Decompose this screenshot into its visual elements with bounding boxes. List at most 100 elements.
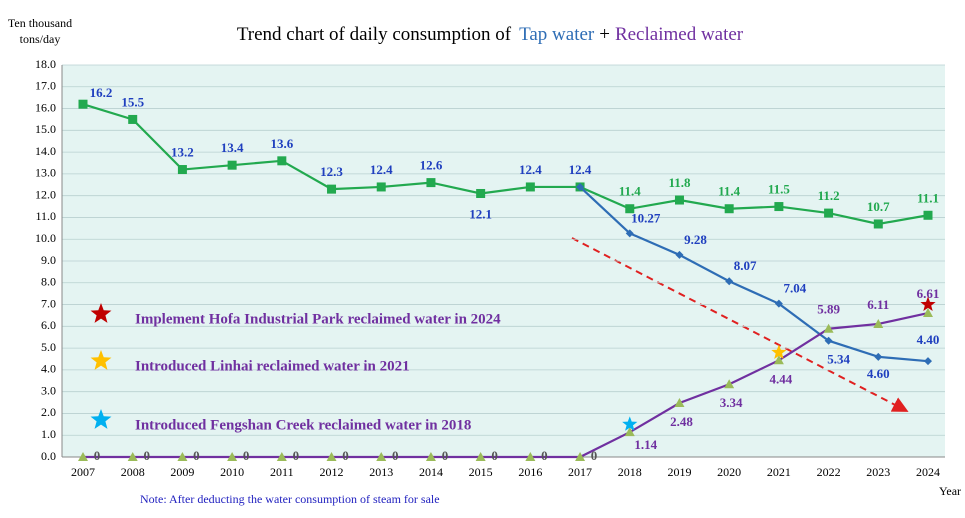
x-tick-label: 2024 xyxy=(916,465,940,479)
data-label: 12.6 xyxy=(420,158,443,173)
annotation-star xyxy=(771,344,787,359)
annotation-star xyxy=(920,296,936,312)
marker xyxy=(674,397,685,407)
data-label: 2.48 xyxy=(670,414,693,429)
y-tick-label: 15.0 xyxy=(35,122,56,136)
data-label: 0 xyxy=(293,448,300,463)
marker xyxy=(425,452,436,461)
data-label: 4.44 xyxy=(770,371,793,386)
x-tick-label: 2022 xyxy=(817,465,841,479)
data-label: 7.04 xyxy=(784,281,807,296)
marker xyxy=(327,184,337,194)
title-tap: Tap water xyxy=(519,24,595,45)
x-tick-label: 2018 xyxy=(618,465,642,479)
marker xyxy=(576,182,585,191)
marker xyxy=(824,336,833,345)
marker xyxy=(128,114,138,124)
x-tick-label: 2020 xyxy=(717,465,741,479)
marker xyxy=(476,188,486,198)
marker xyxy=(426,178,436,188)
marker xyxy=(177,165,187,175)
data-label: 12.3 xyxy=(320,164,343,179)
legend-star xyxy=(90,409,112,429)
data-label: 12.4 xyxy=(569,162,592,177)
x-tick-label: 2007 xyxy=(71,465,95,479)
y-tick-label: 6.0 xyxy=(41,318,56,332)
marker xyxy=(575,452,586,461)
data-label: 16.2 xyxy=(90,85,113,100)
data-label: 15.5 xyxy=(121,94,144,109)
y-tick-label: 5.0 xyxy=(41,340,56,354)
x-tick-label: 2017 xyxy=(568,465,592,479)
marker xyxy=(773,355,784,365)
marker xyxy=(276,452,287,461)
x-tick-label: 2008 xyxy=(121,465,145,479)
marker xyxy=(774,299,783,308)
data-label: 9.28 xyxy=(684,232,707,247)
data-label: 12.4 xyxy=(370,162,393,177)
marker xyxy=(227,452,238,461)
marker xyxy=(277,156,287,166)
marker xyxy=(923,308,933,318)
marker xyxy=(774,202,784,212)
x-tick-label: 2013 xyxy=(369,465,393,479)
trend-arrow xyxy=(571,237,909,412)
marker xyxy=(724,379,735,389)
y-tick-label: 16.0 xyxy=(35,100,56,114)
marker xyxy=(525,452,536,461)
chart-title: Trend chart of daily consumption of Tap w… xyxy=(237,24,744,45)
annotation: Introduced Linhai reclaimed water in 202… xyxy=(135,358,410,374)
annotation: Implement Hofa Industrial Park reclaimed… xyxy=(135,311,501,327)
y-tick-label: 10.0 xyxy=(35,231,56,245)
marker xyxy=(624,427,635,437)
data-label: 11.2 xyxy=(818,188,840,203)
data-label: 0 xyxy=(94,448,101,463)
marker xyxy=(924,357,932,366)
x-tick-label: 2016 xyxy=(518,465,542,479)
series-line xyxy=(579,186,929,363)
legend-star xyxy=(90,350,112,370)
note: Note: After deducting the water consumpt… xyxy=(140,492,440,506)
title-text: Trend chart of daily consumption of xyxy=(237,24,512,45)
data-label: 13.6 xyxy=(270,136,293,151)
y-label: Ten thousand xyxy=(8,16,72,30)
marker xyxy=(625,204,635,214)
data-label: 12.1 xyxy=(469,206,492,221)
data-label: 11.4 xyxy=(619,184,642,199)
data-label: 0 xyxy=(541,448,548,463)
y-tick-label: 11.0 xyxy=(35,209,56,223)
marker xyxy=(873,318,884,328)
annotation: Introduced Fengshan Creek reclaimed wate… xyxy=(135,417,471,433)
marker xyxy=(78,99,88,109)
marker xyxy=(78,452,88,461)
data-label: 1.14 xyxy=(634,437,657,452)
series-line xyxy=(83,311,929,459)
title-plus: + xyxy=(599,24,610,45)
x-tick-label: 2010 xyxy=(220,465,244,479)
x-tick-label: 2009 xyxy=(170,465,194,479)
x-tick-label: 2011 xyxy=(270,465,294,479)
data-label: 12.4 xyxy=(519,162,542,177)
data-label: 5.34 xyxy=(827,352,850,367)
x-tick-label: 2019 xyxy=(667,465,691,479)
data-label: 5.89 xyxy=(817,302,840,317)
marker xyxy=(824,208,834,218)
data-label: 4.60 xyxy=(867,366,890,381)
y-tick-label: 17.0 xyxy=(35,79,56,93)
data-label: 4.40 xyxy=(917,332,940,347)
marker xyxy=(326,452,337,461)
marker xyxy=(873,219,883,229)
data-label: 13.4 xyxy=(221,140,244,155)
data-label: 11.4 xyxy=(718,184,741,199)
data-label: 11.1 xyxy=(917,190,939,205)
x-tick-label: 2014 xyxy=(419,465,443,479)
marker xyxy=(874,352,883,361)
data-label: 0 xyxy=(143,448,150,463)
data-label: 10.27 xyxy=(631,210,661,225)
marker xyxy=(227,160,237,170)
y-tick-label: 4.0 xyxy=(41,362,56,376)
y-label: tons/day xyxy=(20,32,61,46)
data-label: 3.34 xyxy=(720,395,743,410)
legend-star xyxy=(90,303,112,323)
